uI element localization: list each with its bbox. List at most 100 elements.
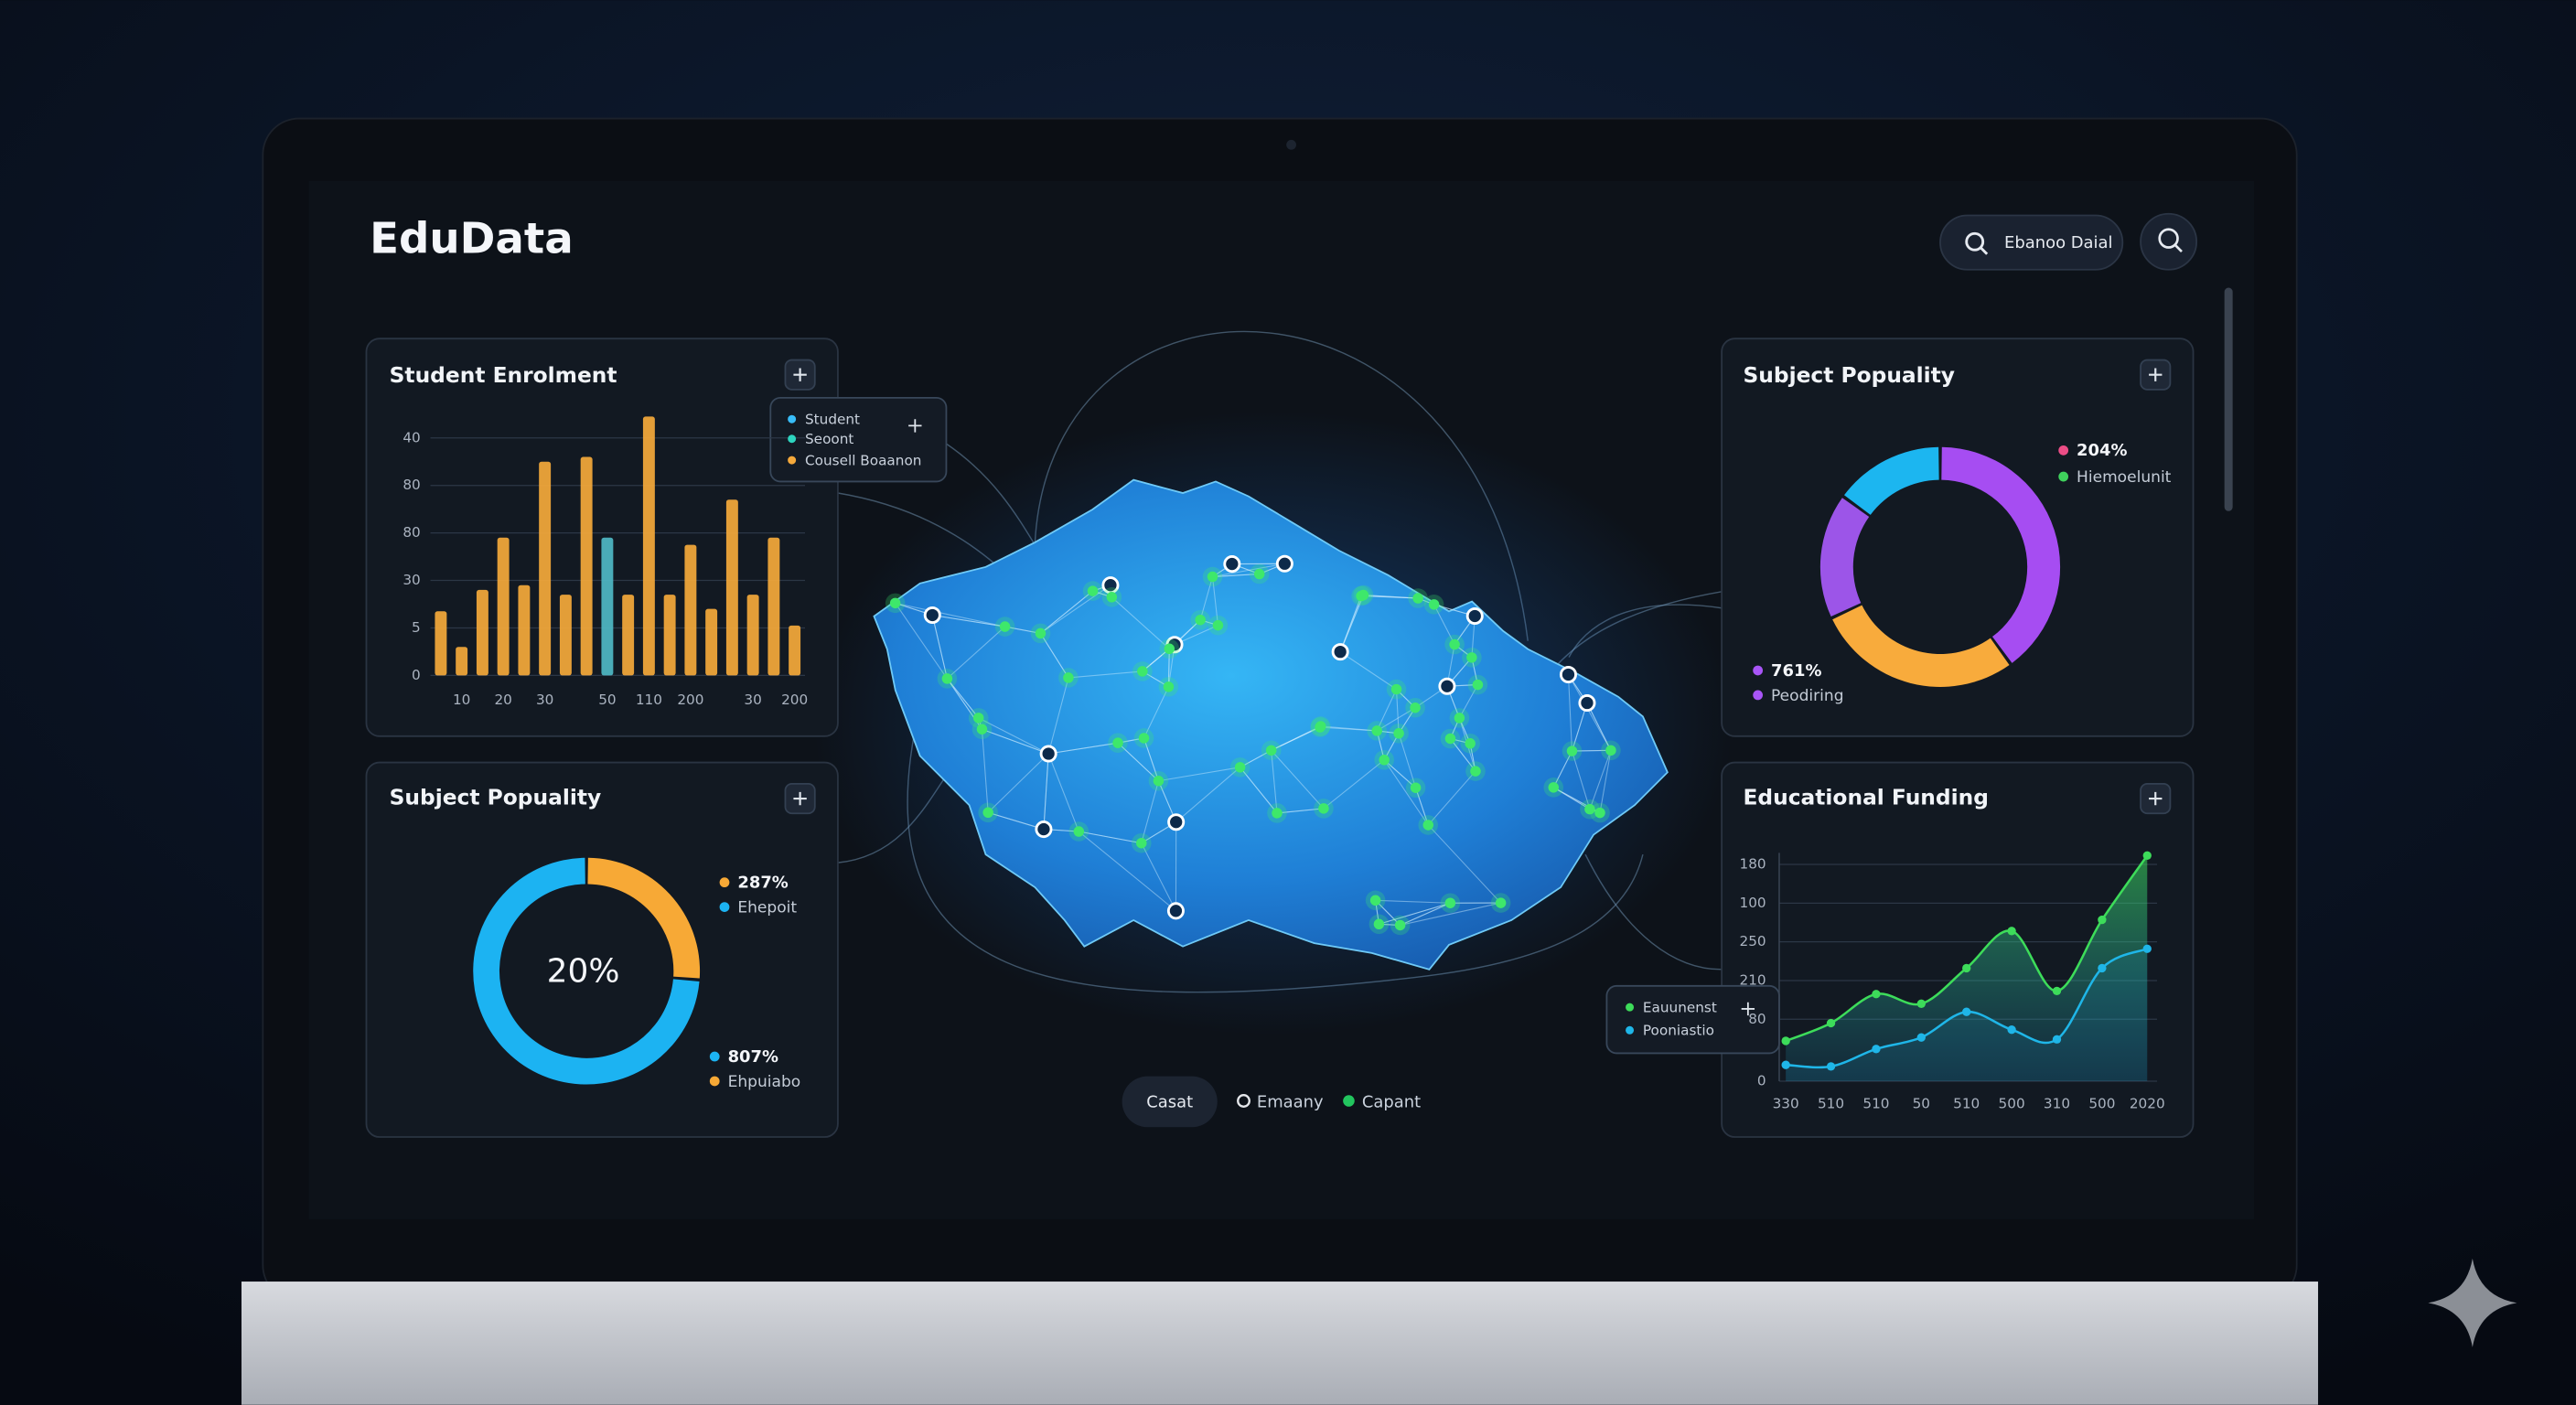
network-node — [1369, 895, 1381, 906]
network-link — [1320, 725, 1378, 732]
network-link — [1271, 726, 1321, 751]
network-link — [1552, 787, 1591, 810]
network-node — [1495, 897, 1507, 908]
network-link — [932, 614, 1005, 627]
popup-dot — [788, 434, 797, 444]
network-node — [1112, 737, 1123, 748]
bar — [456, 647, 468, 676]
x-tick-label: 510 — [1862, 1096, 1889, 1112]
network-link — [1240, 749, 1272, 768]
network-link — [988, 811, 1045, 831]
donut-segment — [1844, 446, 1939, 515]
y-tick-label: 40 — [402, 429, 420, 445]
line-point — [2142, 944, 2152, 953]
network-link — [1040, 590, 1093, 634]
network-link — [1427, 824, 1501, 904]
y-tick-label: 0 — [1757, 1072, 1766, 1089]
bar — [789, 625, 801, 676]
network-link — [1211, 576, 1218, 626]
network-link — [1240, 767, 1278, 814]
map-button-label[interactable]: Casat — [1146, 1092, 1193, 1111]
x-tick-label: 510 — [1953, 1096, 1980, 1112]
legend-dot — [1343, 1095, 1355, 1107]
map-region — [873, 478, 1669, 971]
annotation: Peodiring — [1771, 687, 1844, 705]
network-node — [1566, 745, 1578, 756]
network-link — [1339, 595, 1362, 652]
network-node — [1358, 589, 1369, 601]
map-button[interactable] — [1122, 1076, 1218, 1128]
search-box[interactable]: Ebanoo Daial — [1939, 214, 2124, 271]
network-hub — [1438, 677, 1456, 695]
network-link — [1400, 902, 1501, 926]
network-link — [1571, 750, 1591, 810]
bar — [435, 611, 447, 676]
network-link — [1361, 595, 1419, 599]
network-node — [972, 713, 984, 724]
legend-label: Ehpuiabo — [728, 1073, 801, 1091]
network-node — [1253, 568, 1265, 580]
search-text: Ebanoo Daial — [2004, 233, 2112, 252]
network-link — [1004, 626, 1041, 634]
network-node — [1373, 918, 1385, 930]
popup-label: Student — [805, 412, 860, 428]
network-node — [1318, 803, 1329, 814]
network-node — [1444, 897, 1456, 908]
network-link — [1111, 596, 1170, 649]
y-tick-label: 210 — [1740, 971, 1766, 988]
panel: Subject Popuality — [1721, 338, 2195, 737]
network-link — [1599, 750, 1612, 813]
annotation: 204% — [2077, 441, 2127, 460]
x-tick-label: 2020 — [2130, 1096, 2165, 1112]
network-link — [978, 717, 1049, 755]
popup-dot — [788, 414, 797, 424]
legend-ring — [1237, 1094, 1250, 1108]
value-label: 287% — [737, 874, 788, 893]
legend-label: Pooniastio — [1643, 1023, 1714, 1039]
network-link — [1212, 573, 1260, 578]
y-tick-label: 80 — [1748, 1011, 1766, 1027]
network-link — [946, 678, 980, 719]
x-tick-label: 200 — [677, 692, 703, 708]
network-link — [1339, 595, 1364, 652]
x-tick-label: 30 — [744, 692, 761, 708]
network-node — [1272, 808, 1283, 819]
profile-circle[interactable] — [2140, 212, 2198, 271]
donut-segment — [1941, 446, 2061, 663]
network-hub — [1331, 643, 1349, 661]
network-hub — [1275, 554, 1293, 573]
network-link — [1589, 750, 1612, 810]
network-node — [1136, 837, 1147, 849]
network-node — [1390, 683, 1402, 695]
network-link — [1458, 684, 1478, 719]
search-field[interactable] — [1939, 214, 2124, 271]
network-link — [1175, 767, 1240, 823]
panel-frame — [365, 761, 839, 1138]
network-link — [1271, 750, 1278, 813]
network-link — [1450, 738, 1476, 772]
sparkle-icon — [2428, 1258, 2517, 1347]
y-tick-label: 30 — [402, 572, 420, 588]
network-link — [1552, 750, 1572, 788]
network-link — [1079, 831, 1142, 844]
network-node — [1379, 755, 1390, 766]
network-link — [982, 728, 1049, 755]
x-tick-label: 200 — [781, 692, 808, 708]
map-network — [885, 554, 1621, 936]
network-link — [1363, 595, 1419, 599]
network-link — [1039, 633, 1069, 679]
network-link — [1383, 759, 1416, 788]
network-link — [1398, 733, 1417, 788]
bar — [746, 595, 759, 676]
x-tick-label: 30 — [536, 692, 553, 708]
x-tick-label: 20 — [494, 692, 511, 708]
network-node — [1035, 627, 1046, 639]
profile-button[interactable] — [2140, 212, 2198, 271]
network-link — [1379, 902, 1451, 925]
network-link — [1212, 563, 1285, 578]
network-link — [1339, 595, 1364, 652]
network-link — [1271, 749, 1325, 810]
camera — [1286, 139, 1296, 150]
network-link — [1199, 576, 1214, 620]
